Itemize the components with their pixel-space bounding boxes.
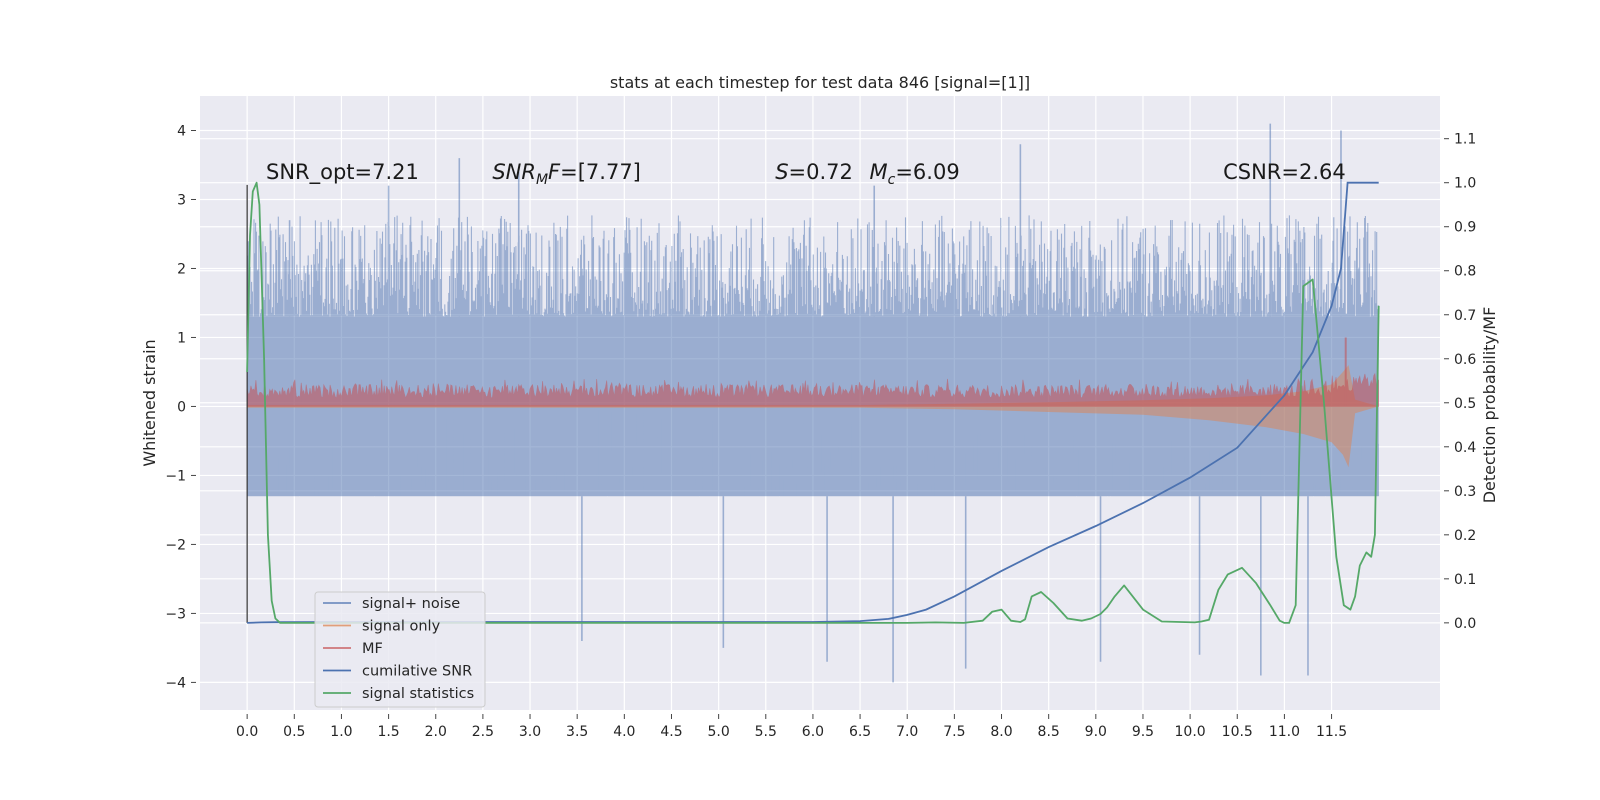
y-right-tick-label: 0.9 [1454, 220, 1476, 236]
annotation: CSNR=2.64 [1223, 160, 1346, 184]
y-right-tick-label: 0.1 [1454, 572, 1476, 588]
x-tick-label: 3.5 [566, 724, 588, 740]
annotation: SNRMF=[7.77] [492, 160, 641, 188]
y-left-axis-label: Whitened strain [140, 339, 159, 466]
annotation: S=0.72 [775, 160, 853, 184]
x-tick-label: 4.0 [613, 724, 635, 740]
x-tick-label: 6.5 [849, 724, 871, 740]
series-layer [246, 123, 1380, 683]
y-left-tick-label: −3 [165, 606, 186, 622]
series-mf [246, 337, 1380, 407]
annotation-value: =6.09 [895, 160, 959, 184]
y-right-tick-label: 0.4 [1454, 440, 1476, 456]
x-tick-label: 9.0 [1085, 724, 1107, 740]
x-tick-label: 0.5 [283, 724, 305, 740]
y-right-axis-label: Detection probability/MF [1480, 307, 1499, 504]
legend-label: signal+ noise [362, 596, 460, 612]
mf-band [246, 372, 1380, 407]
x-tick-label: 2.0 [425, 724, 447, 740]
y-left-axis-ticks: −4 −3 −2 −1 0 1 2 3 4 [165, 123, 196, 691]
y-left-tick-label: 1 [177, 330, 186, 346]
chart-title: stats at each timestep for test data 846… [610, 73, 1030, 92]
annotation-subscript: M [536, 172, 548, 188]
legend-label: MF [362, 641, 383, 657]
annotation-symbol: M [870, 160, 888, 184]
annotation: SNR_opt=7.21 [266, 160, 419, 185]
y-right-axis-ticks: 0.0 0.1 0.2 0.3 0.4 0.5 0.6 0.7 0.8 0.9 1.0 1.1 [1444, 132, 1476, 632]
x-tick-label: 4.5 [660, 724, 682, 740]
y-left-tick-label: −4 [165, 675, 186, 691]
x-tick-label: 5.0 [707, 724, 729, 740]
legend: signal+ noise signal only MF cumilative SNR… [314, 591, 486, 708]
y-left-tick-label: 0 [177, 399, 186, 415]
x-tick-label: 5.5 [755, 724, 777, 740]
legend-label: cumilative SNR [362, 664, 472, 680]
x-tick-label: 6.0 [802, 724, 824, 740]
x-tick-label: 1.0 [330, 724, 352, 740]
y-left-tick-label: 3 [177, 192, 186, 208]
y-right-tick-label: 0.6 [1454, 352, 1476, 368]
x-tick-label: 10.5 [1222, 724, 1253, 740]
x-tick-label: 1.5 [377, 724, 399, 740]
annotations: SNR_opt=7.21 SNRMF=[7.77] S=0.72 Mc=6.09 CSN… [266, 160, 1346, 188]
y-left-tick-label: −1 [165, 468, 186, 484]
x-tick-label: 7.5 [943, 724, 965, 740]
x-tick-label: 11.0 [1269, 724, 1300, 740]
annotation-value: =0.72 [789, 160, 853, 184]
y-right-tick-label: 0.7 [1454, 308, 1476, 324]
x-tick-label: 11.5 [1316, 724, 1347, 740]
x-tick-label: 8.0 [990, 724, 1012, 740]
x-tick-label: 2.5 [472, 724, 494, 740]
annotation-symbol-tail: F [548, 160, 561, 184]
legend-label: signal statistics [362, 686, 474, 702]
annotation: Mc=6.09 [870, 160, 960, 188]
x-tick-label: 10.0 [1175, 724, 1206, 740]
y-left-tick-label: 2 [177, 261, 186, 277]
x-axis-ticks: 0.0 0.5 1.0 1.5 2.0 2.5 3.0 3.5 4.0 4.5 5.0 5.5 6.0 6… [236, 714, 1347, 740]
y-right-tick-label: 0.3 [1454, 484, 1476, 500]
y-right-tick-label: 0.5 [1454, 396, 1476, 412]
series-signal-statistics [246, 181, 1380, 624]
annotation-subscript: c [888, 172, 896, 188]
x-tick-label: 0.0 [236, 724, 258, 740]
x-tick-label: 9.5 [1132, 724, 1154, 740]
x-tick-label: 3.0 [519, 724, 541, 740]
legend-box [314, 591, 486, 708]
y-left-tick-label: 4 [177, 123, 186, 139]
legend-label: signal only [362, 619, 441, 635]
annotation-symbol: SNR [492, 160, 536, 184]
annotation-value: =[7.77] [560, 160, 641, 184]
y-right-tick-label: 0.2 [1454, 528, 1476, 544]
y-right-tick-label: 1.0 [1454, 176, 1476, 192]
annotation-symbol: S [775, 160, 788, 184]
y-right-tick-label: 0.8 [1454, 264, 1476, 280]
x-tick-label: 8.5 [1038, 724, 1060, 740]
y-left-tick-label: −2 [165, 537, 186, 553]
x-tick-label: 7.0 [896, 724, 918, 740]
y-right-tick-label: 1.1 [1454, 132, 1476, 148]
y-right-tick-label: 0.0 [1454, 616, 1476, 632]
